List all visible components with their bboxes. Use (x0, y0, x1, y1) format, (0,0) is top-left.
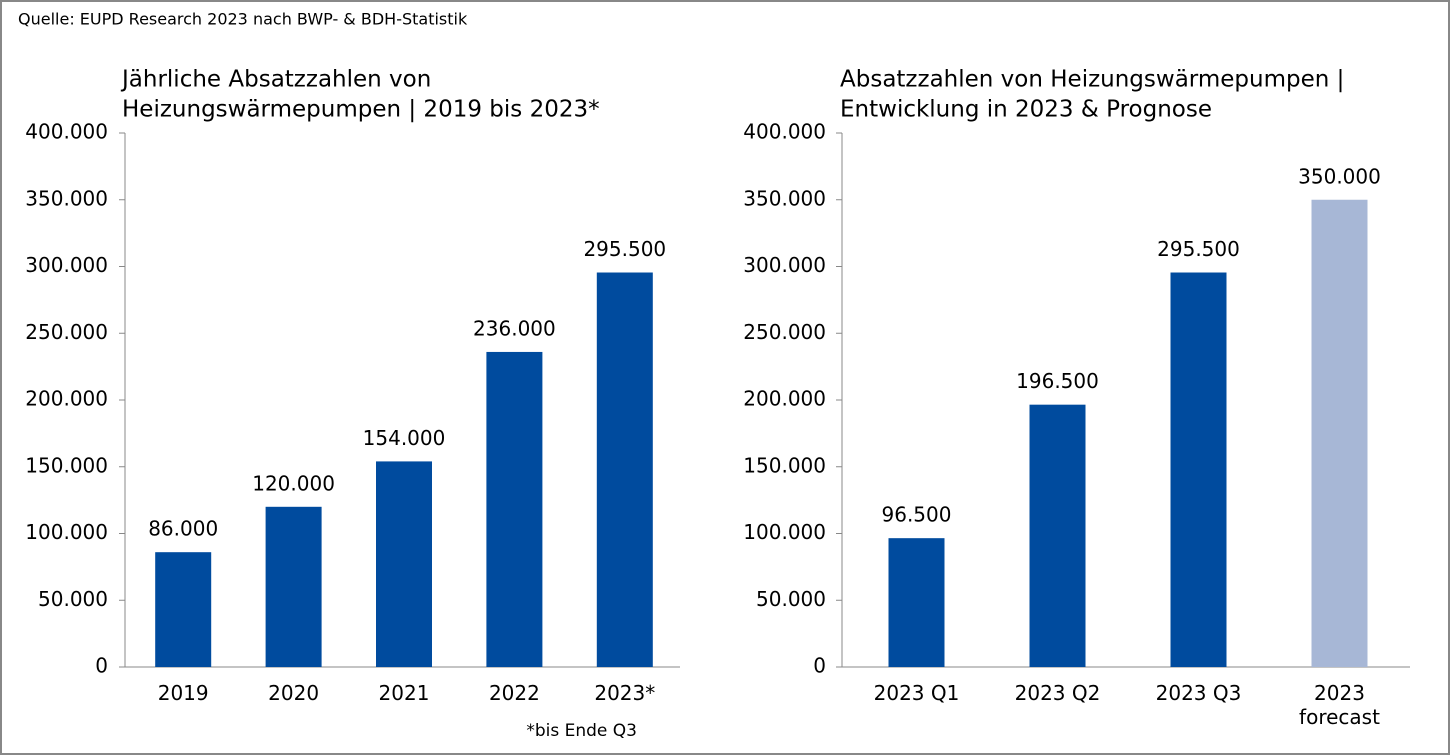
footnote: *bis Ende Q3 (526, 721, 637, 741)
bar (1029, 404, 1086, 667)
x-label-box: 2023 Q1 (873, 681, 960, 705)
bar (1170, 272, 1227, 667)
x-tick-label: 2019 (157, 681, 209, 705)
y-tick-label: 350.000 (25, 186, 108, 210)
y-tick-label: 400.000 (743, 120, 826, 144)
x-tick-label: 2023 Q1 (873, 681, 960, 705)
x-label-box: 2019 (157, 681, 209, 705)
y-tick-label: 200.000 (25, 387, 108, 411)
value-label: 295.500 (583, 237, 666, 261)
y-tick-label: 150.000 (25, 453, 108, 477)
x-label-box: 2023* (594, 681, 656, 705)
x-tick-label: 2023 Q3 (1155, 681, 1242, 705)
y-tick-label: 0 (813, 654, 826, 678)
x-label-box: 2023 Q2 (1014, 681, 1101, 705)
chart-title: Jährliche Absatzzahlen von (120, 67, 431, 93)
x-label-box: 2020 (268, 681, 320, 705)
chart-title: Entwicklung in 2023 & Prognose (840, 97, 1212, 123)
bar (1311, 199, 1368, 667)
y-tick-label: 300.000 (743, 253, 826, 277)
value-label: 120.000 (252, 471, 335, 495)
y-tick-label: 50.000 (38, 587, 108, 611)
y-tick-label: 100.000 (743, 520, 826, 544)
x-label-box: 2023 forecast (1299, 681, 1380, 729)
y-tick-label: 250.000 (743, 320, 826, 344)
bar (155, 552, 212, 667)
x-tick-label: 2021 (378, 681, 430, 705)
chart-title: Heizungswärmepumpen | 2019 bis 2023* (122, 97, 600, 123)
bar (888, 538, 945, 667)
x-label-box: 2022 (488, 681, 540, 705)
chart-title: Absatzzahlen von Heizungswärmepumpen | (840, 67, 1344, 93)
value-label: 236.000 (473, 316, 556, 340)
value-label: 295.500 (1157, 237, 1240, 261)
y-tick-label: 400.000 (25, 120, 108, 144)
y-tick-label: 0 (95, 654, 108, 678)
y-tick-label: 50.000 (756, 587, 826, 611)
value-label: 196.500 (1016, 369, 1099, 393)
y-tick-label: 100.000 (25, 520, 108, 544)
value-label: 96.500 (882, 503, 952, 527)
bar (265, 506, 322, 667)
x-label-box: 2023 Q3 (1155, 681, 1242, 705)
bar (486, 351, 543, 667)
x-tick-label: 2022 (488, 681, 540, 705)
value-label: 86.000 (148, 517, 218, 541)
y-tick-label: 200.000 (743, 387, 826, 411)
y-tick-label: 250.000 (25, 320, 108, 344)
value-label: 350.000 (1298, 164, 1381, 188)
value-label: 154.000 (363, 426, 446, 450)
y-tick-label: 350.000 (743, 186, 826, 210)
y-tick-label: 150.000 (743, 453, 826, 477)
source: Quelle: EUPD Research 2023 nach BWP- & B… (18, 10, 468, 29)
x-tick-label: 2023 Q2 (1014, 681, 1101, 705)
x-label-box: 2021 (378, 681, 430, 705)
x-tick-label: 2023 forecast (1299, 681, 1380, 729)
bar (596, 272, 653, 667)
y-tick-label: 300.000 (25, 253, 108, 277)
bar (376, 461, 432, 667)
x-tick-label: 2020 (268, 681, 320, 705)
x-tick-label: 2023* (594, 681, 656, 705)
